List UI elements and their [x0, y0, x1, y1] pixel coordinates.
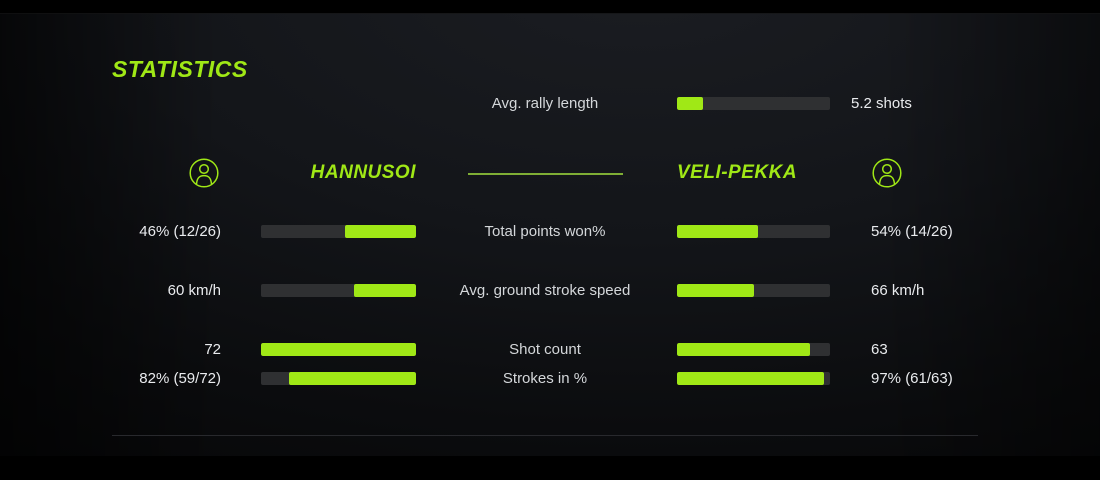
stat-row-stroke-speed: 60 km/h Avg. ground stroke speed 66 km/h: [0, 276, 1100, 306]
stat-label: Strokes in %: [502, 370, 588, 387]
stat-right-bar-fill: [677, 343, 811, 356]
stat-label: Total points won%: [484, 223, 606, 240]
bottom-divider: [112, 435, 978, 436]
stat-row-total-points: 46% (12/26) Total points won% 54% (14/26…: [0, 217, 1100, 247]
player-right-name: VELI-PEKKA: [677, 162, 798, 183]
stat-right-bar-track: [677, 284, 830, 297]
stat-label: Avg. ground stroke speed: [459, 282, 631, 299]
player-left-avatar-icon: [189, 158, 219, 188]
stat-left-bar-fill: [261, 343, 416, 356]
stat-left-bar-track: [261, 343, 416, 356]
stat-right-bar-track: [677, 343, 830, 356]
stat-right-bar-fill: [677, 225, 759, 238]
stat-right-bar-fill: [677, 284, 754, 297]
rally-length-label: Avg. rally length: [491, 95, 599, 112]
stat-left-value: 60 km/h: [167, 282, 221, 299]
stat-left-value: 46% (12/26): [139, 223, 221, 240]
player-left-name: HANNUSOI: [310, 162, 416, 183]
stat-left-value: 72: [204, 341, 221, 358]
stat-right-bar-fill: [677, 372, 824, 385]
rally-length-value: 5.2 shots: [851, 95, 912, 112]
stat-left-bar-track: [261, 372, 416, 385]
rally-length-bar-track: [677, 97, 830, 110]
stat-label: Shot count: [509, 341, 581, 358]
stats-panel: STATISTICS Avg. rally length 5.2 shots H…: [0, 13, 1100, 456]
stat-left-bar-fill: [354, 284, 416, 297]
stat-row-shot-count: 72 Shot count 63: [0, 335, 1100, 365]
stat-right-bar-track: [677, 372, 830, 385]
stat-right-value: 54% (14/26): [871, 223, 953, 240]
rally-length-row: Avg. rally length 5.2 shots: [0, 89, 1100, 119]
player-right-avatar-icon: [872, 158, 902, 188]
stat-right-value: 97% (61/63): [871, 370, 953, 387]
stat-left-bar-track: [261, 284, 416, 297]
stat-right-value: 63: [871, 341, 888, 358]
stat-left-bar-fill: [344, 225, 416, 238]
stat-left-bar-track: [261, 225, 416, 238]
center-divider-line: [468, 173, 623, 175]
stat-left-value: 82% (59/72): [139, 370, 221, 387]
stat-row-strokes-in: 82% (59/72) Strokes in % 97% (61/63): [0, 364, 1100, 394]
page-title: STATISTICS: [112, 56, 248, 82]
rally-length-bar-fill: [677, 97, 703, 110]
stat-right-bar-track: [677, 225, 830, 238]
players-header: HANNUSOI VELI-PEKKA: [0, 157, 1100, 189]
stat-left-bar-fill: [288, 372, 416, 385]
stat-right-value: 66 km/h: [871, 282, 925, 299]
